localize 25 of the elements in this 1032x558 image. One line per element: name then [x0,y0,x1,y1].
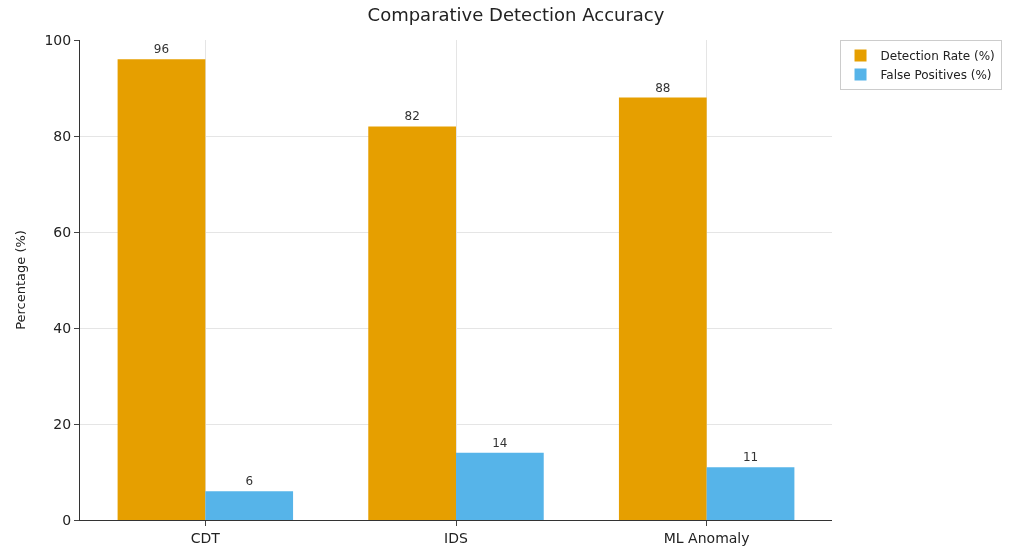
bar [456,452,544,520]
y-tick-label: 60 [53,223,72,240]
x-tick-label: IDS [444,529,469,546]
data-label: 6 [245,474,254,489]
data-label: 82 [404,109,420,124]
x-tick-label: CDT [190,529,221,546]
legend-label: Detection Rate (%) [880,49,995,64]
x-tick-label: ML Anomaly [663,529,750,546]
data-label: 96 [153,42,170,57]
bar [368,126,456,520]
chart-title: Comparative Detection Accuracy [367,3,665,25]
y-tick-label: 20 [53,415,72,432]
bar [205,491,294,520]
y-tick-label: 80 [53,127,72,144]
data-label: 14 [492,435,508,450]
data-label: 11 [742,450,759,465]
y-tick-label: 100 [44,31,72,48]
bar [706,467,795,520]
y-tick-label: 40 [53,319,72,336]
bar [117,59,206,520]
legend-label: False Positives (%) [880,68,992,83]
y-tick-label: 0 [62,511,72,528]
y-axis-title: Percentage (%) [13,230,29,330]
bar [618,97,707,520]
data-label: 88 [655,80,671,95]
